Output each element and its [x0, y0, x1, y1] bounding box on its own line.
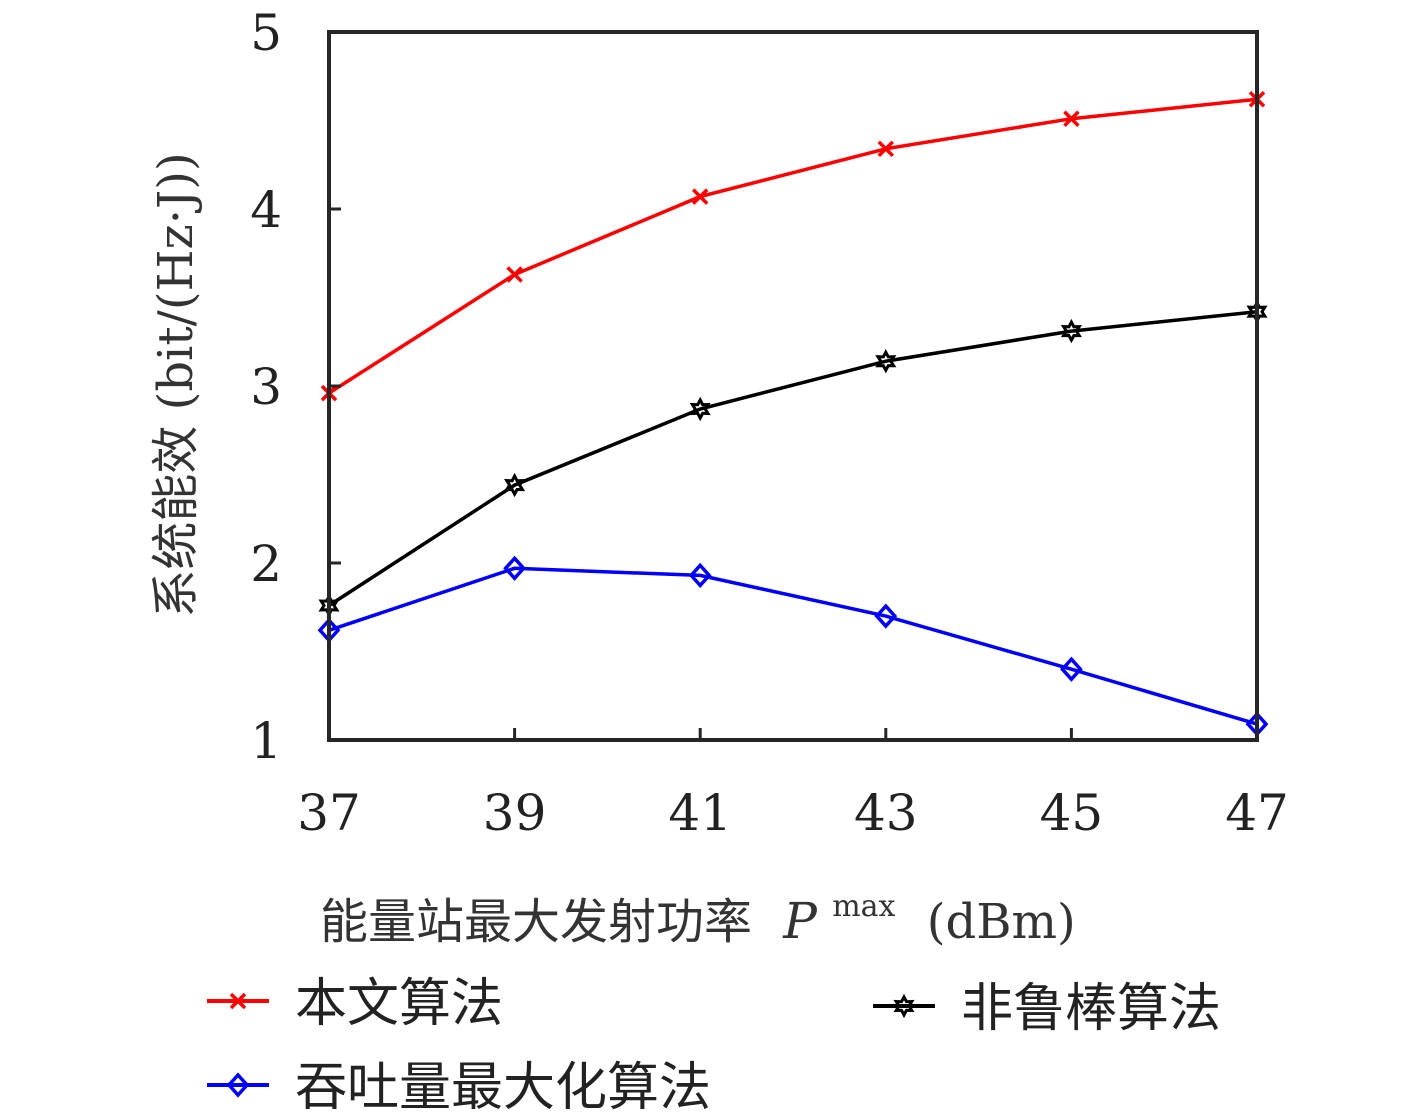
x-axis-label-symbol: P	[782, 892, 818, 950]
legend-label: 吞吐量最大化算法	[295, 1058, 711, 1115]
y-axis-label: 系统能效 (bit/(Hz·J))	[148, 152, 204, 617]
data-point-series-2	[689, 396, 711, 422]
legend-marker-icon	[893, 993, 915, 1019]
y-tick-label: 5	[250, 4, 282, 62]
x-tick-label: 41	[668, 784, 732, 842]
x-axis-label-unit: (dBm)	[927, 894, 1076, 950]
data-point-series-2	[1060, 318, 1082, 344]
x-tick-label: 47	[1225, 784, 1289, 842]
data-point-series-1	[877, 140, 895, 158]
data-point-series-3	[1060, 656, 1083, 682]
axis-ticks	[327, 30, 1259, 742]
y-tick-label: 2	[250, 535, 282, 593]
legend-marker-icon	[229, 992, 247, 1010]
legend-item: 吞吐量最大化算法	[207, 1058, 711, 1115]
legend-marker-icon	[226, 1072, 250, 1098]
x-axis-label-text: 能量站最大发射功率	[320, 894, 752, 950]
data-point-series-3	[503, 555, 526, 581]
data-point-series-2	[504, 472, 526, 498]
x-axis-label: 能量站最大发射功率 P max (dBm)	[320, 872, 1076, 950]
data-point-series-1	[506, 266, 523, 283]
legend-label: 本文算法	[295, 974, 503, 1034]
x-tick-label: 39	[483, 784, 547, 842]
data-point-series-2	[875, 349, 897, 374]
plot-area	[317, 91, 1269, 737]
y-tick-label: 4	[250, 181, 282, 239]
data-point-series-3	[874, 603, 898, 629]
x-tick-label: 43	[854, 784, 918, 842]
data-point-series-3	[688, 562, 712, 589]
legend-label: 非鲁棒算法	[961, 979, 1221, 1039]
x-axis-label-superscript: max	[832, 889, 895, 924]
x-tick-label: 37	[297, 784, 361, 842]
data-point-series-1	[1063, 110, 1080, 127]
x-tick-label: 45	[1040, 784, 1104, 842]
y-tick-label: 3	[250, 358, 282, 416]
y-tick-label: 1	[250, 712, 282, 770]
legend-item: 非鲁棒算法	[873, 979, 1221, 1039]
series-line-1	[328, 97, 1258, 395]
data-point-series-1	[691, 188, 709, 205]
series-line-3	[328, 566, 1258, 726]
series-line-2	[328, 309, 1258, 607]
legend-item: 本文算法	[207, 974, 503, 1034]
